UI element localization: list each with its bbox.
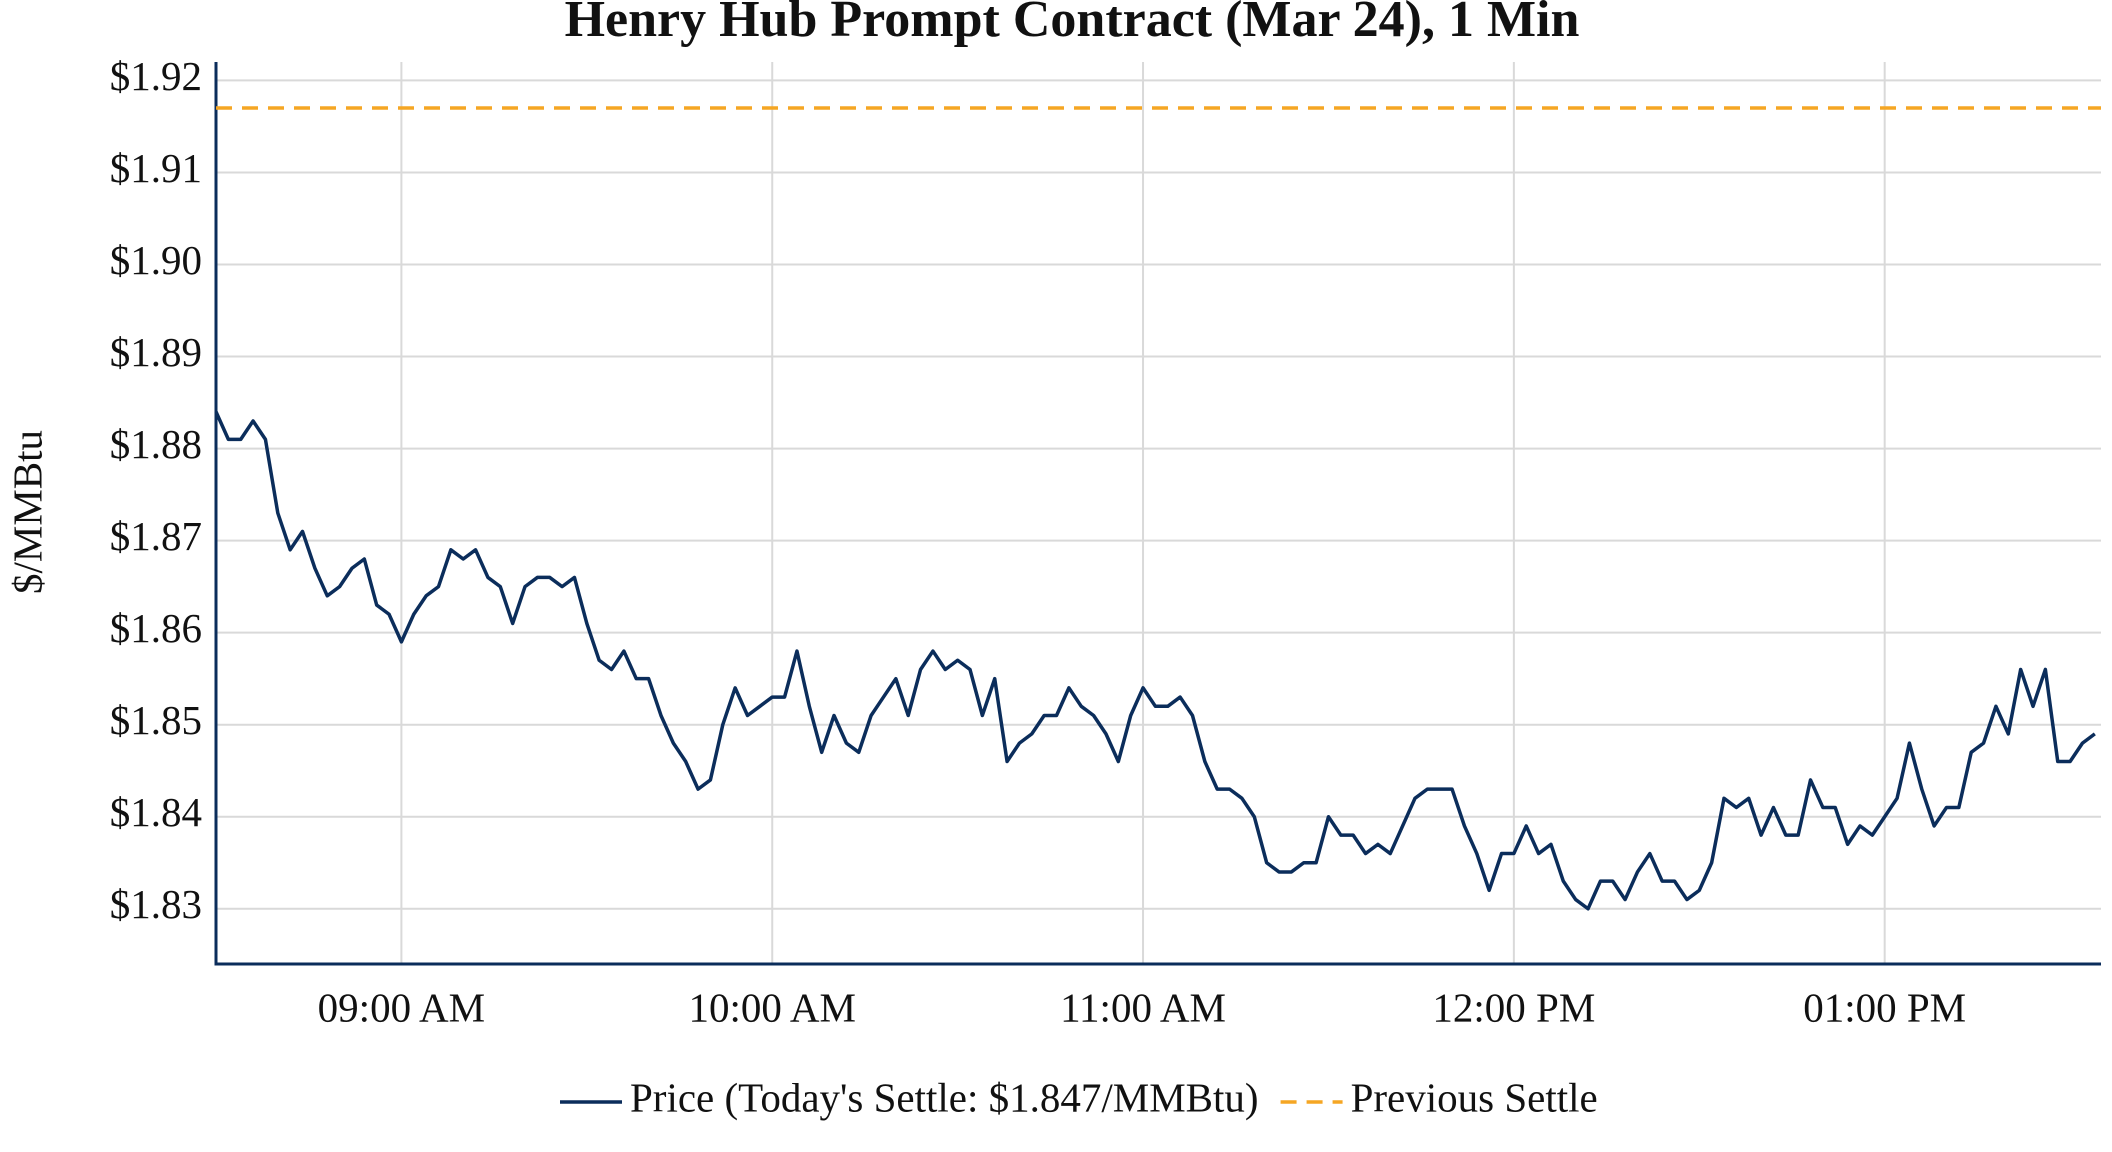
y-tick-label: $1.84 <box>110 789 202 835</box>
legend-label: Previous Settle <box>1351 1074 1598 1120</box>
x-tick-label: 10:00 AM <box>689 984 856 1030</box>
y-tick-label: $1.83 <box>110 881 202 927</box>
y-tick-label: $1.91 <box>110 145 202 191</box>
chart-title: Henry Hub Prompt Contract (Mar 24), 1 Mi… <box>565 0 1580 48</box>
y-axis-label: $/MMBtu <box>4 430 50 594</box>
x-tick-label: 12:00 PM <box>1432 984 1595 1030</box>
x-tick-label: 11:00 AM <box>1060 984 1226 1030</box>
y-tick-label: $1.88 <box>110 421 202 467</box>
price-line <box>214 411 2096 911</box>
legend-label: Price (Today's Settle: $1.847/MMBtu) <box>630 1074 1259 1120</box>
y-tick-label: $1.86 <box>110 605 202 651</box>
y-tick-label: $1.89 <box>110 329 202 375</box>
x-tick-label: 09:00 AM <box>318 984 485 1030</box>
y-tick-label: $1.85 <box>110 697 202 743</box>
y-tick-label: $1.92 <box>110 53 202 99</box>
x-tick-label: 01:00 PM <box>1803 984 1966 1030</box>
y-tick-label: $1.90 <box>110 237 202 283</box>
y-tick-label: $1.87 <box>110 513 202 559</box>
